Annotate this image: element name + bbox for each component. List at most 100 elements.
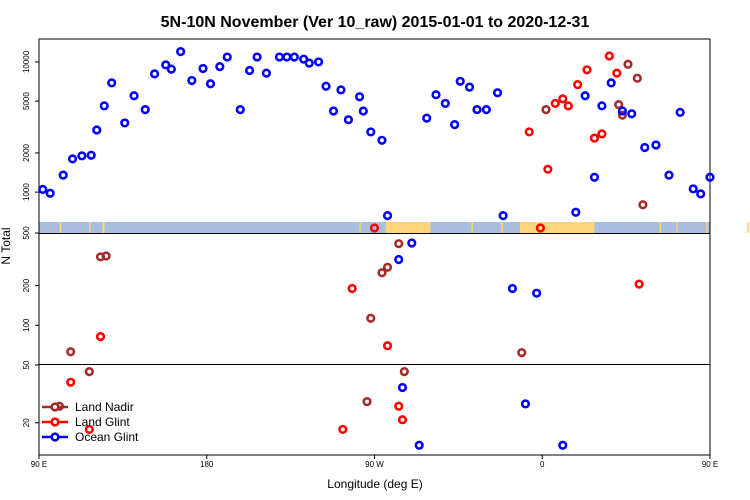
ocean-glint-point — [235, 105, 245, 115]
land-nadir-point — [377, 268, 387, 278]
x-tick-label: 90 E — [31, 460, 47, 469]
ocean-glint-point — [245, 65, 255, 76]
x-axis-label: Longitude (deg E) — [327, 477, 422, 491]
ocean-glint-point — [67, 154, 78, 164]
ocean-glint-point — [328, 106, 339, 116]
ocean-glint-point — [498, 211, 508, 221]
ocean-glint-point — [336, 85, 346, 95]
ocean-glint-point — [161, 60, 171, 70]
ocean-glint-point — [627, 109, 637, 119]
y-tick-label: 100 — [22, 318, 31, 332]
ocean-glint-point — [407, 238, 417, 248]
y-axis: 10000 5000 2000 1000 500 200 100 50 20 — [22, 50, 39, 427]
ocean-glint-point — [492, 88, 503, 98]
ocean-glint-point — [176, 47, 186, 57]
land-glint-point — [582, 65, 592, 75]
ocean-glint-point — [86, 150, 96, 160]
ocean-glint-point — [354, 92, 365, 102]
x-tick-label: 90 W — [365, 460, 384, 469]
ocean-glint-point — [597, 101, 607, 111]
y-tick-label: 500 — [22, 226, 31, 240]
land-nadir-point — [101, 251, 111, 261]
land-nadir-point — [394, 239, 404, 249]
land-glint-point — [347, 283, 357, 294]
land-nadir-point — [541, 105, 551, 115]
ocean-glint-point — [394, 254, 404, 265]
land-strip-segment — [519, 222, 595, 233]
land-glint-point — [604, 51, 614, 61]
ocean-glint-point — [617, 106, 627, 116]
x-axis: 90 E 180 90 W 0 90 E — [31, 455, 718, 469]
ocean-glint-point — [455, 76, 465, 86]
ocean-glint-point — [558, 440, 568, 450]
ocean-glint-point — [45, 188, 55, 198]
ocean-glint-point — [38, 184, 48, 194]
ocean-glint-point — [358, 106, 368, 116]
ocean-glint-point — [205, 79, 216, 89]
ocean-glint-point — [304, 58, 314, 68]
ocean-glint-point — [507, 283, 518, 294]
ocean-glint-point — [92, 125, 102, 135]
land-nadir-point — [632, 73, 642, 83]
plot-frame — [38, 38, 711, 456]
land-nadir-point — [399, 367, 409, 377]
legend-marker-ocean-glint — [50, 432, 60, 442]
ocean-glint-point — [464, 82, 475, 92]
land-ocean-strip — [39, 222, 750, 233]
land-glint-point — [397, 415, 408, 425]
legend-label-ocean-glint: Ocean Glint — [75, 430, 139, 444]
land-glint-point — [394, 401, 404, 411]
ocean-glint-point — [198, 63, 208, 74]
ocean-glint-point — [705, 172, 715, 182]
land-nadir-point — [638, 200, 648, 210]
land-strip-island — [659, 222, 662, 233]
ocean-glint-point — [343, 115, 354, 125]
land-nadir-point — [84, 367, 94, 377]
land-strip-island — [102, 222, 105, 233]
land-glint-point — [558, 94, 568, 104]
ocean-glint-point — [366, 127, 376, 137]
ocean-glint-point — [414, 440, 424, 450]
chart-title: 5N-10N November (Ver 10_raw) 2015-01-01 … — [161, 14, 590, 31]
y-tick-label: 2000 — [22, 143, 31, 161]
ocean-glint-point — [274, 52, 285, 62]
land-strip-island — [89, 222, 91, 233]
y-tick-label: 200 — [22, 278, 31, 292]
land-glint-point — [382, 341, 393, 351]
ocean-glint-point — [651, 140, 661, 150]
ocean-strip — [39, 222, 710, 233]
ocean-glint-point — [472, 105, 482, 115]
y-axis-label: N Total — [0, 227, 13, 264]
ocean-glint-point — [664, 170, 674, 180]
ocean-glint-point — [99, 101, 109, 111]
legend-marker-land-glint — [50, 417, 60, 427]
land-glint-point — [66, 377, 76, 387]
land-glint-point — [369, 223, 380, 233]
legend-label-land-glint: Land Glint — [75, 415, 130, 429]
ocean-glint-point — [289, 52, 299, 62]
land-strip-island — [471, 222, 473, 233]
land-glint-point — [535, 223, 545, 233]
ocean-glint-point — [261, 68, 271, 78]
ocean-glint-point — [252, 52, 262, 62]
x-tick-label: 0 — [540, 460, 545, 469]
ocean-glint-point — [382, 211, 393, 221]
ocean-glint-point — [481, 105, 491, 115]
ocean-glint-point — [321, 81, 331, 91]
ocean-glint-point — [107, 78, 117, 88]
land-nadir-point — [66, 347, 76, 357]
y-tick-label: 1000 — [22, 183, 31, 201]
ocean-glint-point — [140, 105, 150, 115]
ocean-glint-point — [675, 107, 685, 117]
land-glint-point — [550, 98, 560, 109]
land-glint-point — [338, 424, 348, 435]
land-strip-island — [706, 222, 708, 233]
ocean-glint-point — [58, 170, 68, 180]
land-strip-island — [501, 222, 504, 233]
ocean-glint-point — [166, 64, 176, 74]
land-glint-point — [563, 101, 573, 111]
ocean-glint-point — [222, 52, 232, 62]
legend-label-land-nadir: Land Nadir — [75, 400, 134, 414]
